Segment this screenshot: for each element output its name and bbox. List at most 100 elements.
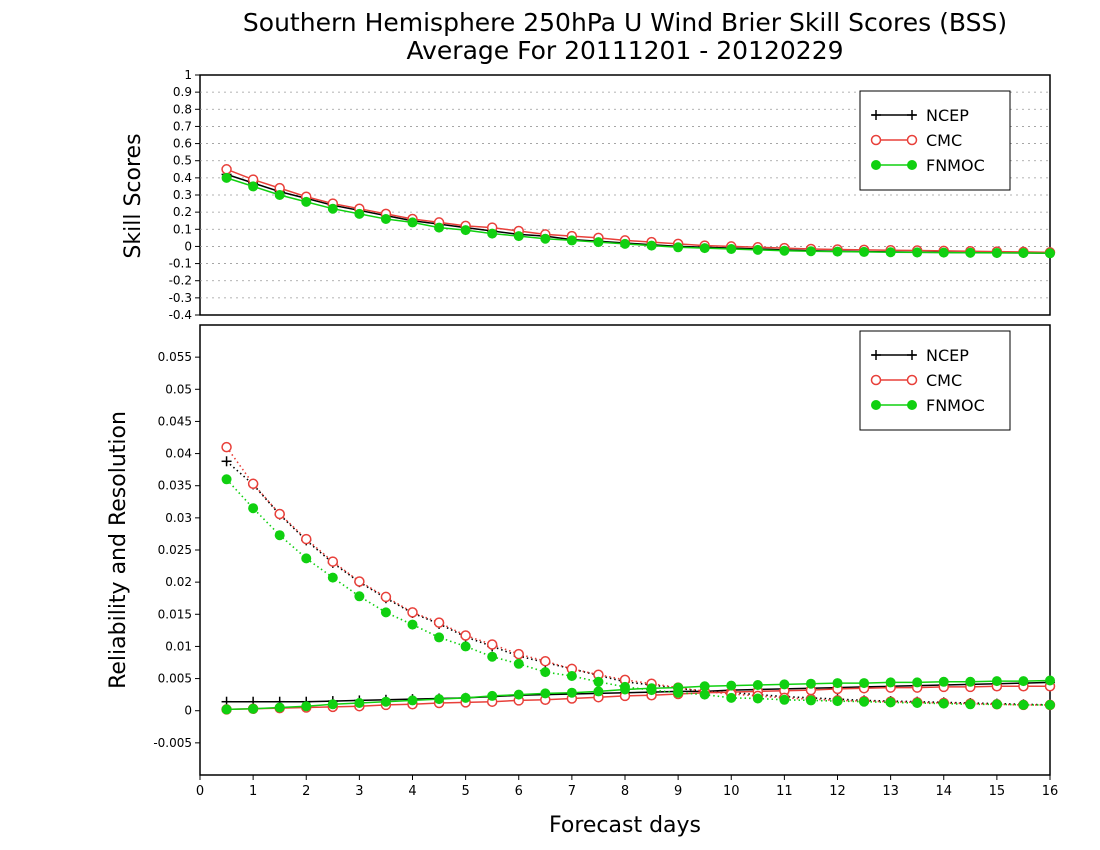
- bottom-ncep-line: [226, 681, 1051, 703]
- top-fnmoc-point: [673, 242, 684, 253]
- bottom-fnmoc-point: [380, 696, 391, 707]
- bottom-fnmoc-point: [513, 658, 524, 669]
- bottom-y-tick-label: 0.005: [158, 672, 192, 686]
- bottom-cmc-point: [274, 508, 285, 520]
- top-fnmoc-point: [593, 237, 604, 248]
- top-fnmoc-point: [274, 190, 285, 200]
- bottom-y-tick-label: 0.03: [165, 511, 192, 525]
- legend-marker-fnmoc: [871, 160, 881, 170]
- bottom-fnmoc-point: [540, 667, 551, 678]
- bottom-fnmoc-point: [965, 676, 976, 687]
- x-tick-label: 10: [723, 784, 740, 799]
- bottom-fnmoc-point: [1018, 699, 1029, 710]
- top-fnmoc-point: [991, 247, 1002, 258]
- bottom-fnmoc-point: [221, 474, 232, 485]
- legend-marker-cmc: [906, 374, 918, 386]
- legend-label-cmc: CMC: [926, 371, 962, 390]
- bottom-fnmoc-point: [460, 641, 471, 652]
- bottom-cmc-point: [327, 556, 339, 567]
- legend-label-fnmoc: FNMOC: [926, 396, 985, 415]
- bottom-fnmoc-point: [274, 530, 285, 541]
- top-fnmoc-point: [513, 231, 524, 242]
- bottom-plot-legend: NCEP CMC FNMOC: [859, 330, 1011, 431]
- x-tick-label: 0: [196, 784, 204, 799]
- bottom-fnmoc-point: [699, 681, 710, 692]
- bottom-cmc-point: [513, 648, 524, 660]
- top-cmc-point: [221, 164, 232, 175]
- x-axis-ticks: 0 1 2 3 4 5 6 7 8 9 10 11 12 13 14 15 16: [196, 775, 1058, 799]
- bottom-fnmoc-point: [301, 553, 312, 564]
- bottom-cmc-point: [354, 576, 365, 587]
- chart-title: Southern Hemisphere 250hPa U Wind Brier …: [243, 8, 1007, 37]
- bottom-fnmoc-point: [805, 678, 816, 689]
- top-fnmoc-point: [885, 247, 896, 258]
- bottom-fnmoc-point: [434, 694, 445, 705]
- bottom-cmc-point: [486, 639, 498, 650]
- bottom-fnmoc-point: [885, 677, 896, 688]
- top-fnmoc-point: [327, 203, 338, 214]
- bottom-ncep-point: [221, 456, 232, 467]
- bottom-plot-series: [221, 441, 1056, 715]
- bottom-fnmoc-point: [673, 687, 684, 698]
- x-tick-label: 16: [1042, 784, 1059, 799]
- bottom-cmc-point: [221, 441, 232, 453]
- top-fnmoc-point: [699, 243, 710, 254]
- legend-label-ncep: NCEP: [926, 106, 969, 125]
- bottom-y-tick-label: 0.02: [165, 575, 192, 589]
- x-tick-label: 5: [461, 784, 469, 799]
- bottom-fnmoc-point: [248, 703, 259, 714]
- top-y-tick-label: 0.6: [173, 137, 192, 151]
- top-y-tick-label: -0.3: [169, 291, 192, 305]
- bottom-fnmoc-point: [1018, 676, 1029, 687]
- top-fnmoc-point: [938, 247, 949, 258]
- bottom-fnmoc-point: [460, 692, 471, 703]
- bottom-fnmoc-point: [540, 688, 551, 699]
- bottom-fnmoc-point: [407, 695, 418, 706]
- top-y-tick-label: 0: [184, 239, 192, 253]
- bottom-fnmoc-point: [726, 680, 737, 691]
- bottom-fnmoc-point: [566, 687, 577, 698]
- legend-marker-ncep: [907, 110, 917, 120]
- legend-label-ncep: NCEP: [926, 346, 969, 365]
- bottom-y-tick-label: 0.01: [165, 639, 192, 653]
- bottom-y-tick-label: -0.005: [153, 736, 192, 750]
- bottom-ncep-dotted-line: [226, 460, 1051, 706]
- top-y-tick-label: 0.1: [173, 222, 192, 236]
- legend-label-fnmoc: FNMOC: [926, 156, 985, 175]
- bottom-fnmoc-point: [354, 591, 365, 602]
- bottom-fnmoc-point: [566, 671, 577, 681]
- bottom-fnmoc-point: [832, 696, 843, 707]
- bottom-y-tick-label: 0.035: [158, 479, 192, 493]
- x-tick-label: 13: [882, 784, 899, 799]
- bottom-y-tick-label: 0.025: [158, 543, 192, 557]
- top-fnmoc-point: [832, 246, 843, 257]
- x-tick-label: 15: [989, 784, 1006, 799]
- bottom-fnmoc-point: [487, 651, 498, 662]
- top-fnmoc-point: [646, 240, 657, 251]
- x-axis-label: Forecast days: [549, 813, 701, 838]
- bottom-fnmoc-point: [327, 699, 338, 710]
- bottom-fnmoc-point: [991, 676, 1002, 687]
- bottom-fnmoc-point: [248, 503, 259, 514]
- top-y-tick-label: 0.2: [173, 205, 192, 219]
- x-tick-label: 3: [355, 784, 363, 799]
- bottom-fnmoc-point: [487, 690, 498, 701]
- bottom-fnmoc-point: [938, 676, 949, 687]
- bottom-fnmoc-point: [301, 701, 312, 712]
- top-fnmoc-point: [965, 247, 976, 258]
- bottom-fnmoc-point: [805, 695, 816, 706]
- top-fnmoc-point: [487, 228, 498, 239]
- x-tick-label: 11: [776, 784, 793, 799]
- bottom-y-tick-label: 0.015: [158, 607, 192, 621]
- top-fnmoc-point: [221, 172, 232, 183]
- chart-subtitle: Average For 20111201 - 20120229: [406, 36, 843, 65]
- x-tick-label: 1: [249, 784, 257, 799]
- bottom-fnmoc-dotted-line: [226, 478, 1050, 706]
- legend-marker-ncep: [871, 350, 881, 360]
- bottom-fnmoc-point: [885, 697, 896, 708]
- top-plot-y-ticks: -0.4 -0.3 -0.2 -0.1 0 0.1 0.2 0.3 0.4 0.5 0.6 0.7 0.…: [169, 68, 200, 322]
- x-tick-label: 2: [302, 784, 310, 799]
- top-y-axis-label: Skill Scores: [121, 133, 146, 258]
- top-fnmoc-point: [407, 217, 418, 228]
- bottom-fnmoc-point: [354, 698, 365, 708]
